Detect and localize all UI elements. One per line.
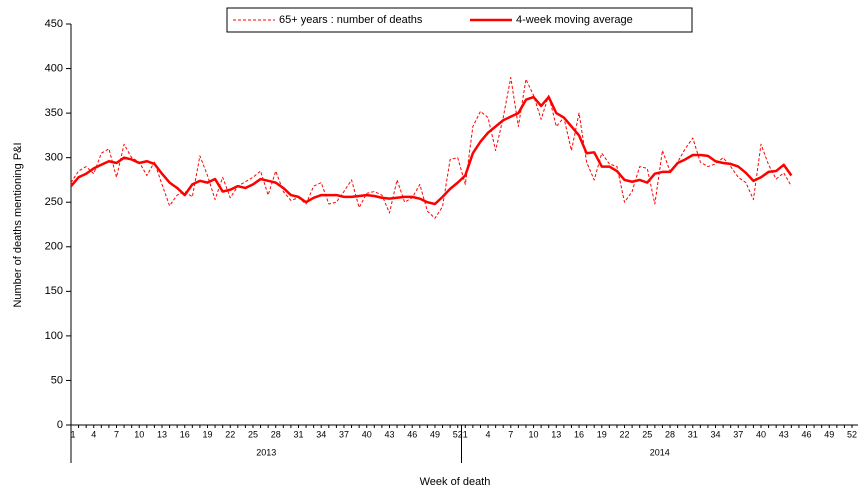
x-tick-label: 13 (551, 429, 561, 439)
y-tick-label: 50 (51, 374, 63, 386)
x-tick-label: 43 (779, 429, 789, 439)
y-tick-label: 200 (45, 241, 63, 253)
y-tick-label: 150 (45, 285, 63, 297)
x-tick-label: 19 (202, 429, 212, 439)
x-tick-label: 31 (293, 429, 303, 439)
y-tick-label: 250 (45, 196, 63, 208)
series-line (70, 95, 793, 206)
y-tick-label: 450 (45, 18, 63, 30)
x-tick-label: 22 (620, 429, 630, 439)
x-tick-label: 40 (756, 429, 766, 439)
x-tick-label: 28 (271, 429, 281, 439)
x-tick-label: 43 (384, 429, 394, 439)
x-tick-label: 7 (508, 429, 513, 439)
y-tick-label: 0 (57, 419, 63, 431)
x-tick-label: 34 (316, 429, 326, 439)
group-label: 2014 (650, 447, 670, 457)
x-tick-label: 16 (574, 429, 584, 439)
x-tick-label: 4 (486, 429, 491, 439)
x-tick-label: 37 (733, 429, 743, 439)
y-tick-label: 300 (45, 152, 63, 164)
x-tick-label: 28 (665, 429, 675, 439)
x-tick-label: 4 (91, 429, 96, 439)
y-tick-label: 350 (45, 107, 63, 119)
x-tick-label: 1 (70, 429, 75, 439)
x-tick-label: 25 (642, 429, 652, 439)
group-label: 2013 (256, 447, 276, 457)
x-tick-label: 10 (529, 429, 539, 439)
x-axis-title: Week of death (420, 476, 491, 488)
x-tick-label: 52 (453, 429, 463, 439)
x-tick-label: 16 (180, 429, 190, 439)
x-tick-label: 46 (801, 429, 811, 439)
legend-label: 65+ years : number of deaths (279, 14, 423, 26)
x-tick-label: 34 (711, 429, 721, 439)
x-tick-label: 31 (688, 429, 698, 439)
x-tick-label: 46 (407, 429, 417, 439)
x-tick-label: 7 (114, 429, 119, 439)
series-line (70, 76, 792, 219)
x-tick-label: 40 (362, 429, 372, 439)
y-tick-label: 400 (45, 62, 63, 74)
x-tick-label: 52 (847, 429, 857, 439)
x-tick-label: 1 (463, 429, 468, 439)
x-tick-label: 49 (824, 429, 834, 439)
legend-label: 4-week moving average (516, 14, 633, 26)
y-axis-title: Number of deaths mentioning P&I (12, 142, 24, 307)
legend-box (226, 7, 693, 33)
y-tick-label: 100 (45, 330, 63, 342)
x-tick-label: 49 (430, 429, 440, 439)
x-tick-label: 37 (339, 429, 349, 439)
x-tick-label: 10 (134, 429, 144, 439)
x-tick-label: 25 (248, 429, 258, 439)
x-tick-label: 22 (225, 429, 235, 439)
x-tick-label: 19 (597, 429, 607, 439)
x-tick-label: 13 (157, 429, 167, 439)
